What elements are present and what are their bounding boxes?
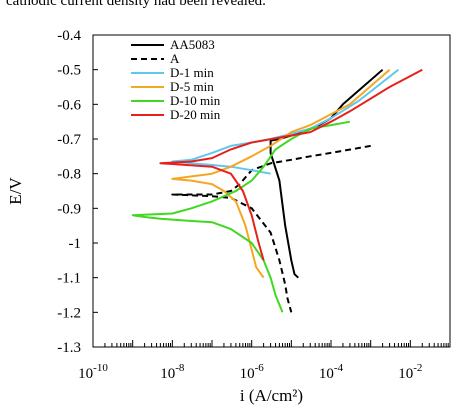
series-line-3 (171, 68, 391, 279)
y-tick-label: -0.5 (57, 63, 81, 79)
y-tick-label: -1.3 (57, 340, 81, 356)
series-group (131, 68, 423, 313)
legend-label: D-10 min (170, 93, 221, 108)
y-axis-label: E/V (6, 177, 25, 205)
legend-label: D-1 min (170, 65, 214, 80)
legend-label: AA5083 (170, 37, 215, 52)
legend-label: D-5 min (170, 79, 214, 94)
x-tick-label: 10-8 (160, 362, 185, 382)
y-tick-label: -0.4 (57, 28, 81, 44)
x-tick-label: 10-10 (78, 362, 108, 382)
x-tick-label: 10-2 (398, 362, 422, 382)
y-tick-label: -1.2 (57, 305, 81, 321)
y-tick-label: -0.8 (57, 167, 81, 183)
x-tick-label: 10-4 (319, 362, 344, 382)
series-line-4 (131, 120, 351, 313)
x-tick-label: 10-6 (240, 362, 265, 382)
y-tick-label: -0.9 (57, 201, 81, 217)
plot-frame (92, 34, 451, 348)
figure-caption: cathodic current density had been reveal… (6, 0, 266, 9)
y-tick-label: -0.7 (57, 132, 81, 148)
tick-labels: -0.4 -0.5 -0.6 -0.7 -0.8 -0.9 -1 -1.1 -1.2 -1.3 10… (57, 28, 422, 382)
y-tick-label: -0.6 (57, 97, 81, 113)
axis-ticks (92, 34, 449, 348)
series-line-5 (159, 68, 423, 261)
y-tick-label: -1 (69, 236, 82, 252)
y-tick-label: -1.1 (57, 271, 81, 287)
x-axis-label: i (A/cm²) (240, 386, 303, 405)
series-line-1 (171, 144, 371, 313)
legend-label: A (170, 51, 180, 66)
legend-label: D-20 min (170, 107, 221, 122)
series-line-2 (171, 68, 400, 175)
